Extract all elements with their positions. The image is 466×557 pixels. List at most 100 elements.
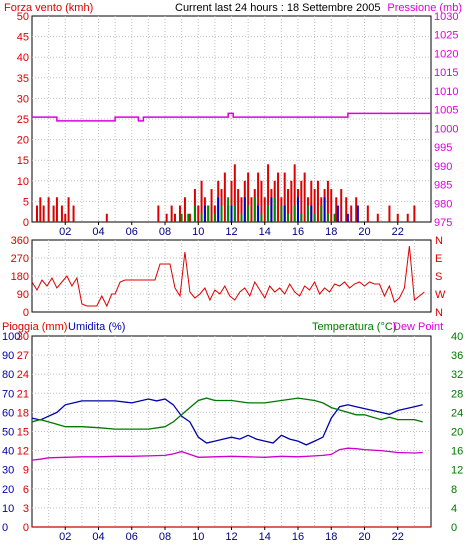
wind-y-tick-label: 0 (23, 217, 29, 229)
rain-y-tick-label: 12 (17, 446, 29, 458)
direction-y-tick-label: 90 (17, 289, 29, 301)
pressure-y-tick-label: 985 (434, 180, 452, 192)
humidity-axis-label: Umidita (%) (68, 321, 125, 333)
temperature-y-tick-label: 24 (451, 407, 463, 419)
rain-y-tick-label: 27 (17, 350, 29, 362)
x-tick-label: 20 (358, 531, 370, 543)
wind-y-tick-label: 5 (23, 196, 29, 208)
temperature-y-tick-label: 16 (451, 446, 463, 458)
x-tick-label: 10 (192, 226, 204, 238)
x-tick-label: 14 (259, 226, 271, 238)
direction-y-tick-label: 180 (11, 271, 29, 283)
x-tick-label: 16 (292, 226, 304, 238)
pressure-y-tick-label: 1000 (434, 123, 458, 135)
humidity-y-tick-label: 60 (2, 407, 14, 419)
wind-y-tick-label: 40 (17, 52, 29, 64)
x-tick-label: 04 (92, 226, 104, 238)
temperature-axis-label: Temperatura (°C) (312, 321, 396, 333)
humidity-y-tick-label: 90 (2, 350, 14, 362)
chart-date-title: Current last 24 hours : 18 Settembre 200… (175, 2, 380, 14)
x-tick-label: 04 (92, 531, 104, 543)
temperature-y-tick-label: 4 (451, 503, 457, 515)
pressure-title: Pressione (mb) (387, 2, 462, 14)
x-tick-label: 12 (225, 226, 237, 238)
rain-y-tick-label: 18 (17, 407, 29, 419)
wind-direction-line (31, 245, 425, 308)
x-tick-label: 22 (392, 531, 404, 543)
pressure-y-tick-label: 1030 (434, 11, 458, 23)
x-tick-label: 14 (259, 531, 271, 543)
x-tick-label: 06 (126, 226, 138, 238)
wind-y-tick-label: 20 (17, 135, 29, 147)
dewpoint-line (31, 447, 423, 461)
x-tick-label: 12 (225, 531, 237, 543)
wind-pressure-panel: 0510152025303540455097598098599099510001… (17, 11, 459, 238)
rain-y-tick-label: 24 (17, 369, 29, 381)
direction-compass-label: S (435, 271, 442, 283)
temperature-y-tick-label: 40 (451, 331, 463, 343)
x-tick-label: 06 (126, 531, 138, 543)
wind-y-tick-label: 15 (17, 155, 29, 167)
pressure-y-tick-label: 975 (434, 217, 452, 229)
rain-y-tick-label: 21 (17, 388, 29, 400)
humidity-y-tick-label: 40 (2, 446, 14, 458)
temperature-line (31, 397, 423, 430)
pressure-y-tick-label: 1010 (434, 86, 458, 98)
pressure-y-tick-label: 995 (434, 142, 452, 154)
x-tick-label: 02 (59, 226, 71, 238)
x-tick-label: 16 (292, 531, 304, 543)
humidity-y-tick-label: 0 (2, 522, 8, 534)
dewpoint-axis-label: Dew Point (393, 321, 443, 333)
direction-compass-label: W (435, 289, 446, 301)
wind-y-tick-label: 50 (17, 11, 29, 23)
humidity-line (31, 398, 423, 446)
x-tick-label: 18 (325, 226, 337, 238)
pressure-y-tick-label: 990 (434, 161, 452, 173)
direction-y-tick-label: 270 (11, 253, 29, 265)
temperature-y-tick-label: 36 (451, 350, 463, 362)
x-tick-label: 02 (59, 531, 71, 543)
rain-axis-label: Pioggia (mm) (2, 321, 67, 333)
temperature-y-tick-label: 0 (451, 522, 457, 534)
x-tick-label: 08 (159, 226, 171, 238)
temperature-y-tick-label: 20 (451, 427, 463, 439)
wind-y-tick-label: 45 (17, 32, 29, 44)
direction-compass-label: N (435, 307, 443, 319)
wind-y-tick-label: 35 (17, 73, 29, 85)
wind-title: Forza vento (kmh) (4, 2, 93, 14)
humidity-y-tick-label: 10 (2, 503, 14, 515)
x-tick-label: 08 (159, 531, 171, 543)
pressure-y-tick-label: 1020 (434, 48, 458, 60)
pressure-y-tick-label: 980 (434, 198, 452, 210)
wind-y-tick-label: 25 (17, 114, 29, 126)
direction-y-tick-label: 360 (11, 235, 29, 247)
x-tick-label: 18 (325, 531, 337, 543)
humidity-y-tick-label: 20 (2, 484, 14, 496)
pressure-y-tick-label: 1025 (434, 30, 458, 42)
humidity-temperature-panel: 0102030405060708090100036912151821242730… (2, 331, 463, 543)
humidity-y-tick-label: 70 (2, 388, 14, 400)
humidity-y-tick-label: 80 (2, 369, 14, 381)
temperature-y-tick-label: 12 (451, 465, 463, 477)
humidity-y-tick-label: 30 (2, 465, 14, 477)
rain-y-tick-label: 6 (23, 484, 29, 496)
rain-y-tick-label: 9 (23, 465, 29, 477)
pressure-line (32, 112, 431, 122)
humidity-y-tick-label: 50 (2, 427, 14, 439)
humidity-y-tick-label: 100 (2, 331, 20, 343)
direction-y-tick-label: 0 (23, 307, 29, 319)
x-tick-label: 10 (192, 531, 204, 543)
wind-y-tick-label: 10 (17, 176, 29, 188)
direction-compass-label: N (435, 235, 443, 247)
rain-y-tick-label: 15 (17, 427, 29, 439)
pressure-y-tick-label: 1015 (434, 67, 458, 79)
rain-y-tick-label: 30 (17, 331, 29, 343)
rain-y-tick-label: 3 (23, 503, 29, 515)
rain-y-tick-label: 0 (23, 522, 29, 534)
wind-y-tick-label: 30 (17, 93, 29, 105)
pressure-y-tick-label: 1005 (434, 105, 458, 117)
temperature-y-tick-label: 32 (451, 369, 463, 381)
temperature-y-tick-label: 28 (451, 388, 463, 400)
